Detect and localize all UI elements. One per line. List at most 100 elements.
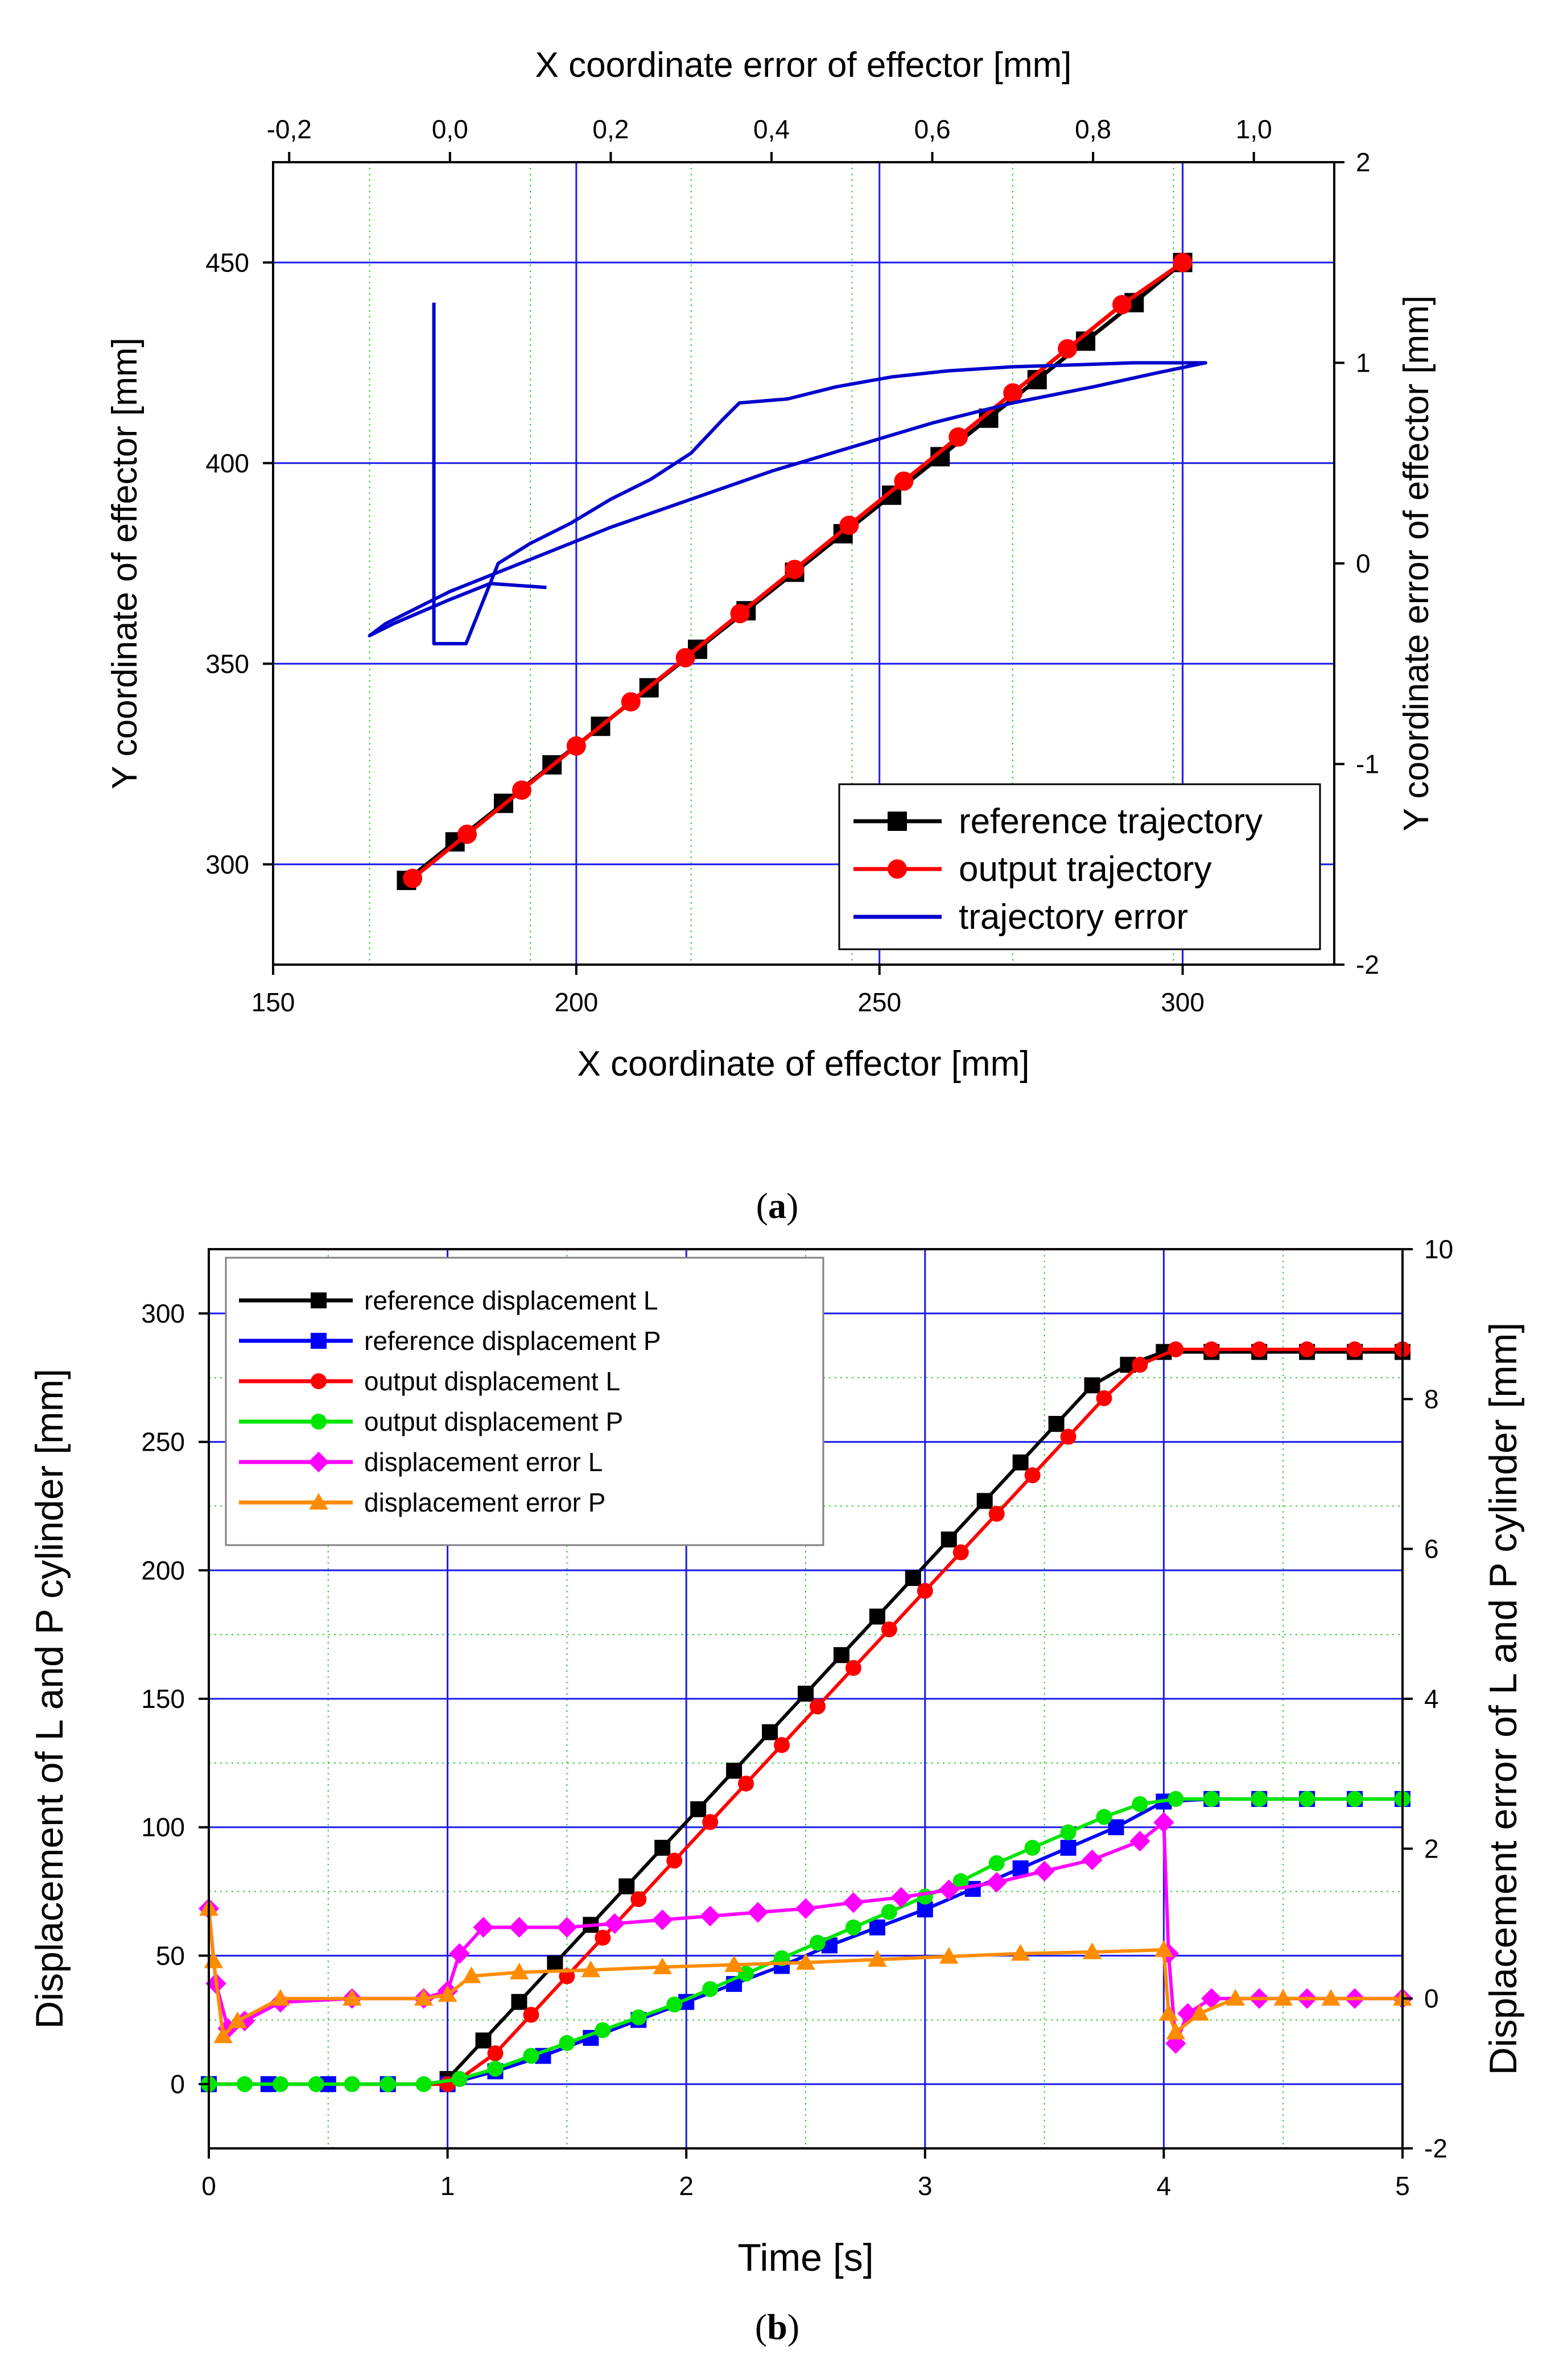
chart-a-ticks: 150 200 250 300 300 350 400 450 -0,2 0,0 0,2 0,4 0,6… [205, 114, 1379, 1017]
chart-a-point-output-trajectory [621, 692, 641, 712]
chart-b-point-displacement-error-p [653, 1957, 673, 1974]
chart-a-point-output-trajectory [1112, 295, 1132, 315]
chart-b-point-output-displacement-p [380, 2076, 396, 2093]
chart-b-point-displacement-error-l [604, 1913, 625, 1934]
chart-a-series [368, 253, 1207, 890]
chart-b-point-output-displacement-l [1347, 1341, 1363, 1358]
chart-b-point-output-displacement-p [702, 1981, 719, 1998]
chart-b-point-reference-displacement-l [1012, 1454, 1029, 1471]
chart-a-point-output-trajectory [457, 824, 477, 844]
chart-b-point-displacement-error-l [556, 1917, 578, 1938]
chart-b-point-displacement-error-l [1201, 1988, 1222, 2009]
chart-a-point-output-trajectory [894, 471, 914, 491]
chart-b-point-displacement-error-l [890, 1887, 912, 1908]
chart-b-y2-tick-label: 0 [1424, 1984, 1439, 2013]
chart-a-legend: reference trajectory output trajectory tra… [838, 783, 1321, 950]
chart-b-point-displacement-error-l [1153, 1812, 1174, 1833]
chart-b-point-output-displacement-p [988, 1855, 1005, 1871]
chart-a-x2-tick-label: 0,0 [432, 114, 468, 144]
chart-b-point-displacement-error-l [652, 1909, 673, 1930]
chart-b-point-output-displacement-p [1060, 1824, 1076, 1840]
chart-b-point-output-displacement-l [881, 1621, 897, 1638]
chart-b-point-reference-displacement-l [1084, 1377, 1100, 1394]
caption-a: (a) [756, 1185, 799, 1226]
chart-a-series-line-trajectory-error [368, 302, 1207, 645]
chart-b-point-displacement-error-p [939, 1947, 959, 1964]
chart-a-x-tick-label: 150 [251, 987, 295, 1017]
chart-b-series-line-reference-displacement-l [209, 1350, 1403, 2086]
chart-b-point-reference-displacement-l [941, 1531, 957, 1548]
chart-b-y2-tick-label: 6 [1424, 1534, 1439, 1564]
chart-b-point-displacement-error-p [796, 1953, 815, 1970]
chart-b-point-output-displacement-p [523, 2048, 539, 2064]
chart-b-point-output-displacement-p [236, 2076, 253, 2093]
chart-b-point-displacement-error-p [1273, 1988, 1293, 2006]
chart-b-legend-marker [311, 1333, 327, 1349]
chart-b-point-output-displacement-p [415, 2076, 432, 2093]
chart-a-point-output-trajectory [948, 427, 968, 447]
chart-a-y2-tick-label: 1 [1356, 348, 1371, 378]
chart-a-y-tick-label: 450 [205, 248, 249, 277]
chart-a-y2-tick-label: -2 [1356, 950, 1379, 979]
chart-a-point-output-trajectory [1058, 339, 1078, 359]
chart-b-point-reference-displacement-p [1012, 1860, 1029, 1876]
chart-b-legend-label: displacement error P [364, 1488, 605, 1517]
caption-b-letter: b [767, 2307, 787, 2347]
chart-b-point-output-displacement-p [952, 1873, 969, 1889]
chart-a-legend-label: output trajectory [959, 850, 1212, 889]
chart-b-point-output-displacement-p [272, 2076, 288, 2093]
chart-a-legend-marker [888, 859, 907, 879]
chart-a-y2-tick-label: -1 [1356, 750, 1379, 779]
chart-b-y-tick-label: 50 [156, 1941, 185, 1970]
chart-b-legend-label: reference displacement L [364, 1286, 658, 1315]
chart-b-point-output-displacement-p [881, 1904, 897, 1920]
chart-b-point-displacement-error-p [228, 2011, 248, 2028]
chart-b-x-tick-label: 0 [201, 2171, 216, 2201]
chart-b-point-displacement-error-p [509, 1962, 529, 1980]
chart-b-point-displacement-error-l [795, 1898, 816, 1919]
chart-b-point-displacement-error-p [868, 1950, 887, 1967]
chart-a-point-output-trajectory [512, 780, 531, 800]
chart-b-point-displacement-error-p [414, 1988, 434, 2006]
caption-b: (b) [755, 2307, 799, 2347]
chart-b-point-output-displacement-l [666, 1852, 683, 1869]
chart-a-y2-tick-label: 0 [1356, 549, 1371, 578]
chart-b-point-displacement-error-p [271, 1988, 290, 2006]
chart-b-y-tick-label: 150 [141, 1684, 185, 1714]
chart-b-y2-tick-label: 8 [1424, 1384, 1439, 1414]
chart-b-point-output-displacement-p [1203, 1791, 1220, 1807]
chart-b-point-displacement-error-p [1190, 2004, 1210, 2021]
chart-b-series-line-output-displacement-l [209, 1348, 1403, 2086]
chart-b-point-output-displacement-l [738, 1775, 754, 1792]
chart-a-x-title: X coordinate of effector [mm] [578, 1044, 1030, 1084]
chart-b-point-reference-displacement-l [475, 2032, 492, 2049]
chart-b-legend-marker [311, 1414, 327, 1430]
chart-b-point-output-displacement-l [1203, 1341, 1220, 1358]
chart-a-x-tick-label: 300 [1161, 987, 1205, 1017]
chart-a-x-tick-label: 250 [857, 987, 901, 1017]
chart-b-point-displacement-error-l [747, 1902, 769, 1923]
chart-b-point-output-displacement-p [308, 2076, 324, 2093]
chart-b-legend-label: output displacement P [364, 1407, 623, 1436]
chart-a-y-tick-label: 400 [205, 448, 249, 478]
chart-b-point-output-displacement-l [1168, 1341, 1184, 1358]
chart-b-point-displacement-error-p [724, 1955, 744, 1973]
chart-b-point-reference-displacement-l [905, 1570, 921, 1586]
chart-b-point-reference-displacement-p [1108, 1819, 1124, 1835]
chart-b-point-reference-displacement-l [1048, 1415, 1065, 1432]
chart-a-x2-tick-label: -0,2 [267, 114, 312, 144]
chart-b-point-output-displacement-l [845, 1660, 861, 1676]
chart-b-point-reference-displacement-l [690, 1801, 707, 1818]
chart-b-point-output-displacement-l [595, 1929, 611, 1946]
chart-b-point-displacement-error-l [938, 1879, 959, 1900]
chart-a-x2-tick-label: 0,6 [914, 114, 951, 144]
chart-a-y2-tick-label: 2 [1356, 147, 1371, 177]
chart-a-point-output-trajectory [403, 868, 423, 888]
chart-b-point-reference-displacement-l [762, 1724, 778, 1740]
chart-a-x2-title: X coordinate error of effector [mm] [535, 46, 1071, 85]
chart-b-point-reference-displacement-l [833, 1647, 849, 1663]
chart-b-point-displacement-error-p [1154, 1940, 1174, 1957]
chart-b-y-tick-label: 0 [170, 2069, 185, 2099]
chart-a-point-output-trajectory [675, 648, 695, 668]
chart-a-point-output-trajectory [730, 604, 750, 624]
